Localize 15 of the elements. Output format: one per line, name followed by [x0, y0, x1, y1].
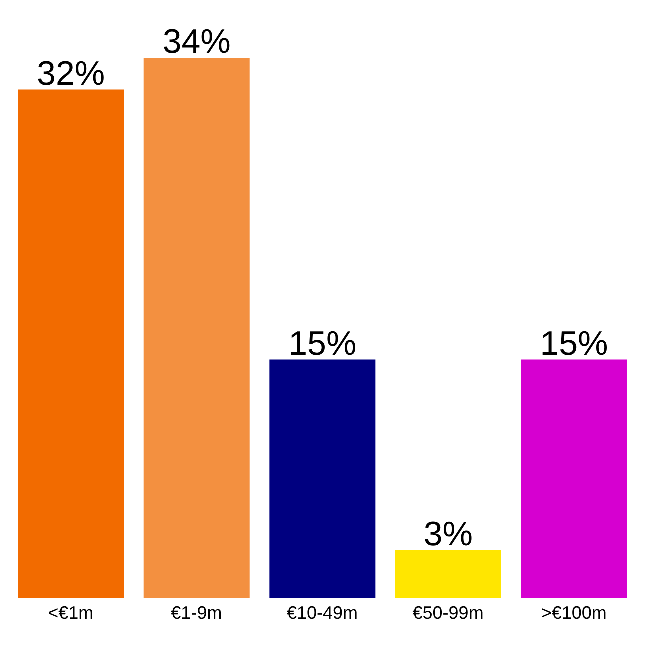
x-tick-label: <€1m: [48, 602, 94, 623]
bar: [395, 550, 502, 598]
x-tick-label: €50-99m: [412, 602, 484, 623]
data-label: 32%: [37, 54, 106, 93]
data-label: 15%: [288, 324, 357, 363]
x-tick-label: €1-9m: [171, 602, 222, 623]
bar: [144, 58, 250, 598]
data-label: 3%: [424, 515, 474, 554]
data-label: 15%: [540, 324, 608, 363]
bar: [18, 90, 124, 598]
x-tick-label: €10-49m: [286, 602, 358, 623]
bar: [270, 360, 376, 598]
x-tick-label: >€100m: [541, 602, 607, 623]
bar: [521, 360, 628, 598]
data-label: 34%: [162, 23, 231, 61]
